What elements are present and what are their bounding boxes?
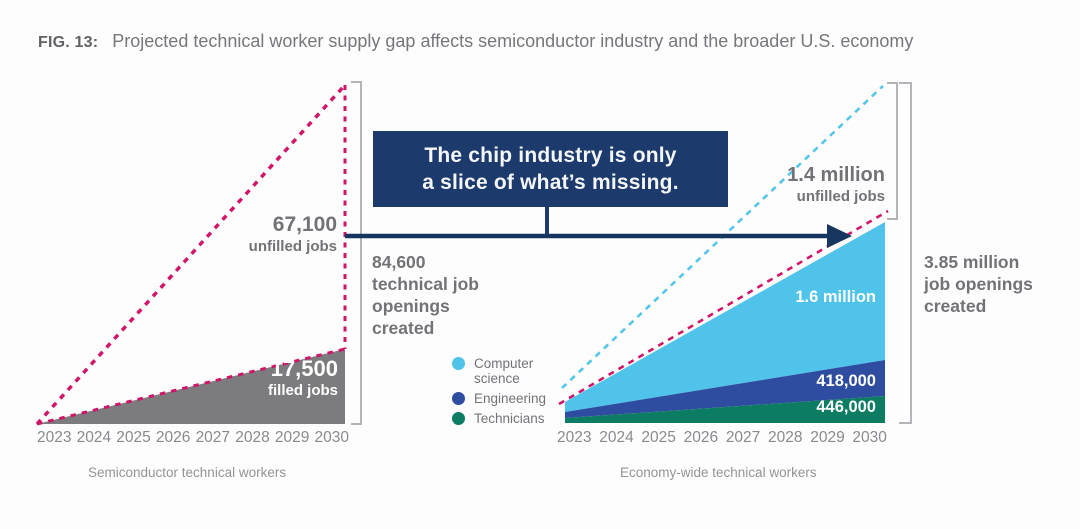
right-chart-caption: Economy-wide technical workers [620,465,817,480]
figure-header: FIG. 13: Projected technical worker suppl… [38,31,1038,52]
technicians-value: 446,000 [816,398,876,416]
slice-arrow-head-icon [827,224,852,248]
left-chart-caption: Semiconductor technical workers [88,465,287,480]
legend-item-technicians: Technicians [452,411,546,426]
engineering-dot-icon [452,392,465,405]
right-tick-2030: 2030 [852,429,887,446]
legend-item-computer-science: Computer science [452,356,546,386]
callout-box: The chip industry is only a slice of wha… [373,131,728,207]
engineering-value: 418,000 [816,372,876,390]
callout-line1: The chip industry is only [424,144,677,167]
unfilled-jobs-label-left: unfilled jobs [248,238,337,255]
filled-jobs-label: filled jobs [267,382,338,399]
unfilled-jobs-value-left: 67,100 [272,213,337,236]
left-bracket-annotation: 84,600 technical job openings created [372,252,479,338]
left-bracket [351,81,362,425]
right-tick-2023: 2023 [557,429,592,446]
filled-jobs-value: 17,500 [270,356,338,381]
legend-item-engineering: Engineering [452,391,546,406]
left-tick-2030: 2030 [314,429,349,446]
total-openings-bracket [899,82,912,424]
computer-science-value: 1.6 million [795,288,876,306]
figure-title: Projected technical worker supply gap af… [112,31,914,51]
unfilled-jobs-value-right: 1.4 million [787,164,885,186]
left-tick-2023: 2023 [37,429,72,446]
figure-number: FIG. 13: [38,34,99,51]
left-bracket-value: 84,600 [372,252,426,272]
right-x-axis: 2023 2024 2025 2026 2027 2028 2029 2030 [557,429,887,446]
right-bracket-annotation: 3.85 million job openings created [924,252,1033,316]
callout-line2: a slice of what’s missing. [422,171,679,194]
unfilled-jobs-label-right: unfilled jobs [796,188,885,205]
right-bracket-value: 3.85 million [924,252,1020,272]
technicians-dot-icon [452,412,465,425]
unfilled-gap-bracket [887,82,898,220]
legend: Computer science Engineering Technicians [452,356,546,426]
left-x-axis: 2023 2024 2025 2026 2027 2028 2029 2030 [37,429,349,446]
computer-science-dot-icon [452,357,465,370]
